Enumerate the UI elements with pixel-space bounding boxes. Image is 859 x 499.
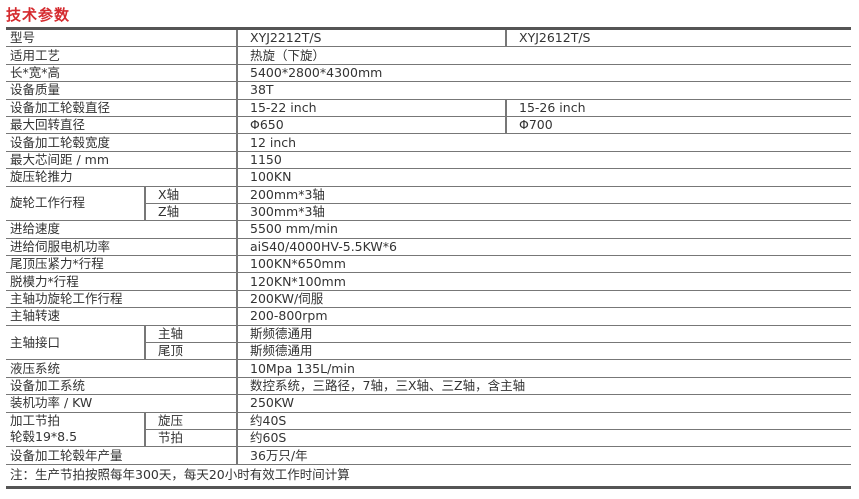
row-value: aiS40/4000HV-5.5KW*6 — [236, 238, 852, 257]
table-row: 进给伺服电机功率 aiS40/4000HV-5.5KW*6 — [6, 238, 852, 257]
row-value: 数控系统，三路径，7轴，三X轴、三Z轴，含主轴 — [236, 377, 852, 396]
table-row: 主轴接口 主轴 斯频德通用 — [6, 325, 852, 361]
table-row: Z轴 300mm*3轴 — [6, 203, 852, 222]
row-label: 最大芯间距 / mm — [6, 151, 238, 170]
row-label: 装机功率 / KW — [6, 394, 238, 413]
table-row: 设备加工轮毂直径 15-22 inch 15-26 inch — [6, 99, 852, 117]
table-row: 液压系统 10Mpa 135L/min — [6, 359, 852, 378]
row-value-2: 15-26 inch — [505, 99, 852, 117]
row-label: 进给速度 — [6, 220, 238, 239]
row-label: 设备加工轮毂宽度 — [6, 133, 238, 152]
row-value: 36万只/年 — [236, 446, 852, 465]
row-value: 1150 — [236, 151, 852, 170]
sub-label: Z轴 — [143, 203, 238, 222]
table-row: 适用工艺 热旋（下旋） — [6, 46, 852, 65]
note-row: 注：生产节拍按照每年300天，每天20小时有效工作时间计算 — [6, 464, 851, 487]
sub-label: 主轴 — [143, 325, 238, 344]
row-value: 100KN*650mm — [236, 255, 852, 274]
row-label: 适用工艺 — [6, 46, 238, 65]
row-label: 型号 — [6, 28, 238, 48]
table-row: 尾顶 斯频德通用 — [6, 342, 852, 361]
row-value: 100KN — [236, 168, 852, 187]
row-value: 15-22 inch — [236, 99, 507, 117]
row-value: 250KW — [236, 394, 852, 413]
table-row: 设备质量 38T — [6, 81, 852, 100]
table-row: 最大芯间距 / mm 1150 — [6, 151, 852, 170]
group-label: 加工节拍 轮毂19*8.5 — [6, 412, 145, 448]
row-label: 设备加工系统 — [6, 377, 238, 396]
row-label: 旋压轮推力 — [6, 168, 238, 187]
sub-label: 节拍 — [143, 429, 238, 448]
table-row: 主轴转速 200-800rpm — [6, 307, 852, 326]
row-value: 10Mpa 135L/min — [236, 359, 852, 378]
model-2: XYJ2612T/S — [505, 28, 852, 48]
footnote: 注：生产节拍按照每年300天，每天20小时有效工作时间计算 — [10, 467, 350, 483]
row-label: 设备加工轮毂直径 — [6, 99, 238, 117]
row-value: 300mm*3轴 — [236, 203, 852, 222]
row-value: 约60S — [236, 429, 852, 448]
table-row: 设备加工轮毂年产量 36万只/年 — [6, 446, 852, 465]
page-title: 技术参数 — [6, 6, 71, 24]
row-value: 12 inch — [236, 133, 852, 152]
group-label-line-1: 加工节拍 — [10, 413, 61, 429]
group-label: 主轴接口 — [6, 325, 145, 361]
table-row: 脱模力*行程 120KN*100mm — [6, 272, 852, 291]
row-value: 120KN*100mm — [236, 272, 852, 291]
table-row: 主轴功旋轮工作行程 200KW/伺服 — [6, 290, 852, 309]
row-value: 斯频德通用 — [236, 342, 852, 361]
row-value: 5400*2800*4300mm — [236, 64, 852, 83]
table-row: 装机功率 / KW 250KW — [6, 394, 852, 413]
model-1: XYJ2212T/S — [236, 28, 507, 48]
row-value: 5500 mm/min — [236, 220, 852, 239]
row-label: 进给伺服电机功率 — [6, 238, 238, 257]
table-row: 设备加工轮毂宽度 12 inch — [6, 133, 852, 152]
row-label: 长*宽*高 — [6, 64, 238, 83]
row-label: 液压系统 — [6, 359, 238, 378]
row-label: 设备质量 — [6, 81, 238, 100]
table-row: 长*宽*高 5400*2800*4300mm — [6, 64, 852, 83]
table-row: 型号 XYJ2212T/S XYJ2612T/S — [6, 28, 852, 48]
sub-label: 尾顶 — [143, 342, 238, 361]
table-row: 最大回转直径 Φ650 Φ700 — [6, 116, 852, 135]
table-row: 节拍 约60S — [6, 429, 852, 448]
row-label: 主轴转速 — [6, 307, 238, 326]
row-value: 38T — [236, 81, 852, 100]
table-row: 旋轮工作行程 X轴 200mm*3轴 — [6, 186, 852, 222]
row-label: 主轴功旋轮工作行程 — [6, 290, 238, 309]
spec-table: 型号 XYJ2212T/S XYJ2612T/S 适用工艺 热旋（下旋） 长*宽*高… — [6, 27, 852, 489]
row-value: 约40S — [236, 412, 852, 430]
table-row: 加工节拍 轮毂19*8.5 旋压 约40S — [6, 412, 852, 448]
table-row: 旋压轮推力 100KN — [6, 168, 852, 187]
row-value: 斯频德通用 — [236, 325, 852, 344]
row-label: 最大回转直径 — [6, 116, 238, 135]
table-row: 进给速度 5500 mm/min — [6, 220, 852, 239]
group-label-line-2: 轮毂19*8.5 — [10, 429, 78, 445]
row-label: 设备加工轮毂年产量 — [6, 446, 238, 465]
row-value: 200KW/伺服 — [236, 290, 852, 309]
sub-label: 旋压 — [143, 412, 238, 430]
row-label: 脱模力*行程 — [6, 272, 238, 291]
row-value: 200-800rpm — [236, 307, 852, 326]
table-row: 尾顶压紧力*行程 100KN*650mm — [6, 255, 852, 274]
row-value: 热旋（下旋） — [236, 46, 852, 65]
row-value-2: Φ700 — [505, 116, 852, 135]
row-label: 尾顶压紧力*行程 — [6, 255, 238, 274]
group-label: 旋轮工作行程 — [6, 186, 145, 222]
table-row: 设备加工系统 数控系统，三路径，7轴，三X轴、三Z轴，含主轴 — [6, 377, 852, 396]
sub-label: X轴 — [143, 186, 238, 204]
row-value: 200mm*3轴 — [236, 186, 852, 204]
row-value: Φ650 — [236, 116, 507, 135]
